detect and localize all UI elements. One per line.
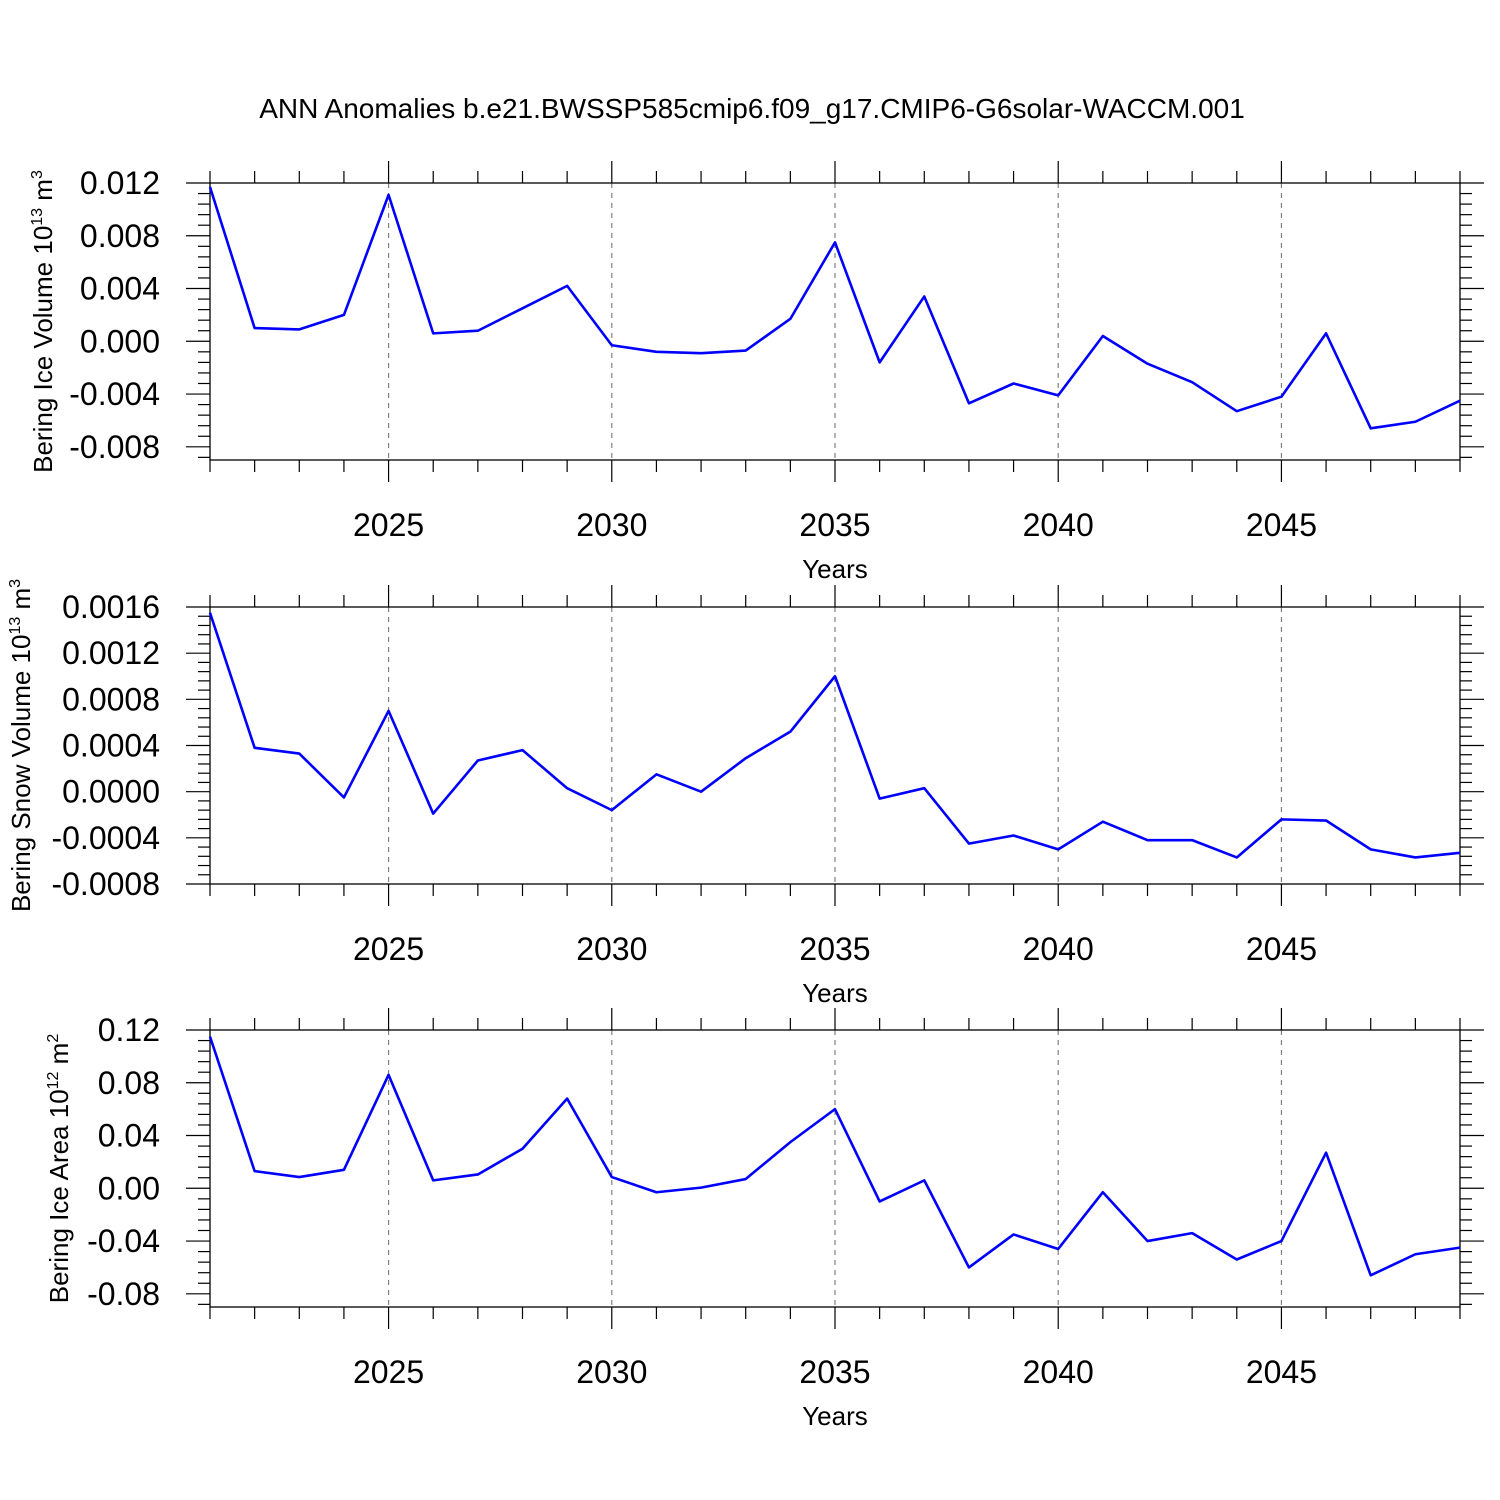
y-axis-label: Bering Ice Volume 1013 m3	[28, 170, 58, 473]
y-tick-label: -0.0008	[51, 866, 160, 902]
y-tick-label: 0.12	[98, 1012, 160, 1048]
y-tick-label: 0.0012	[62, 635, 160, 671]
plot-frame	[209, 1029, 1461, 1308]
panel-2: 0.0016 0.0012 0.0008 0.0004 0.0000 -0.0004 -0.…	[6, 579, 1484, 1008]
x-tick-label: 2045	[1246, 507, 1317, 543]
x-tick-label: 2025	[353, 931, 424, 967]
plot-frame	[209, 182, 1461, 461]
x-tick-label: 2040	[1023, 1354, 1094, 1390]
x-tick-label: 2035	[799, 507, 870, 543]
y-tick-label: 0.00	[98, 1170, 160, 1206]
y-axis-label: Bering Ice Area 1012 m2	[44, 1034, 74, 1304]
x-axis-label: Years	[802, 978, 868, 1008]
plot-frame	[209, 606, 1461, 885]
x-tick-label: 2045	[1246, 1354, 1317, 1390]
y-axis-label: Bering Snow Volume 1013 m3	[6, 579, 36, 912]
x-tick-label: 2025	[353, 507, 424, 543]
x-tick-label: 2030	[576, 931, 647, 967]
panel-1: 0.012 0.008 0.004 0.000 -0.004 -0.008 2025 2030…	[28, 161, 1484, 584]
y-tick-label: 0.000	[80, 323, 160, 359]
y-tick-label: 0.0008	[62, 681, 160, 717]
y-tick-label: -0.004	[69, 376, 160, 412]
figure-title: ANN Anomalies b.e21.BWSSP585cmip6.f09_g1…	[259, 93, 1245, 124]
y-tick-label: 0.08	[98, 1065, 160, 1101]
panels: 0.012 0.008 0.004 0.000 -0.004 -0.008 2025 2030…	[6, 161, 1484, 1431]
y-tick-label: 0.004	[80, 271, 160, 307]
x-tick-label: 2040	[1023, 931, 1094, 967]
y-tick-label: 0.012	[80, 165, 160, 201]
panel-3: 0.12 0.08 0.04 0.00 -0.04 -0.08 2025 2030 2035 20…	[44, 1008, 1484, 1431]
x-axis-label: Years	[802, 1401, 868, 1431]
x-tick-label: 2030	[576, 1354, 647, 1390]
x-tick-label: 2040	[1023, 507, 1094, 543]
y-tick-label: 0.04	[98, 1118, 160, 1154]
x-tick-label: 2035	[799, 931, 870, 967]
x-tick-label: 2025	[353, 1354, 424, 1390]
x-tick-label: 2045	[1246, 931, 1317, 967]
y-tick-label: -0.04	[87, 1223, 160, 1259]
y-tick-label: -0.08	[87, 1276, 160, 1312]
y-tick-label: -0.008	[69, 429, 160, 465]
x-axis-label: Years	[802, 554, 868, 584]
y-tick-label: 0.0016	[62, 589, 160, 625]
x-tick-label: 2030	[576, 507, 647, 543]
y-tick-label: 0.008	[80, 218, 160, 254]
x-tick-label: 2035	[799, 1354, 870, 1390]
y-tick-label: 0.0000	[62, 774, 160, 810]
y-tick-label: -0.0004	[51, 820, 160, 856]
y-tick-label: 0.0004	[62, 728, 160, 764]
